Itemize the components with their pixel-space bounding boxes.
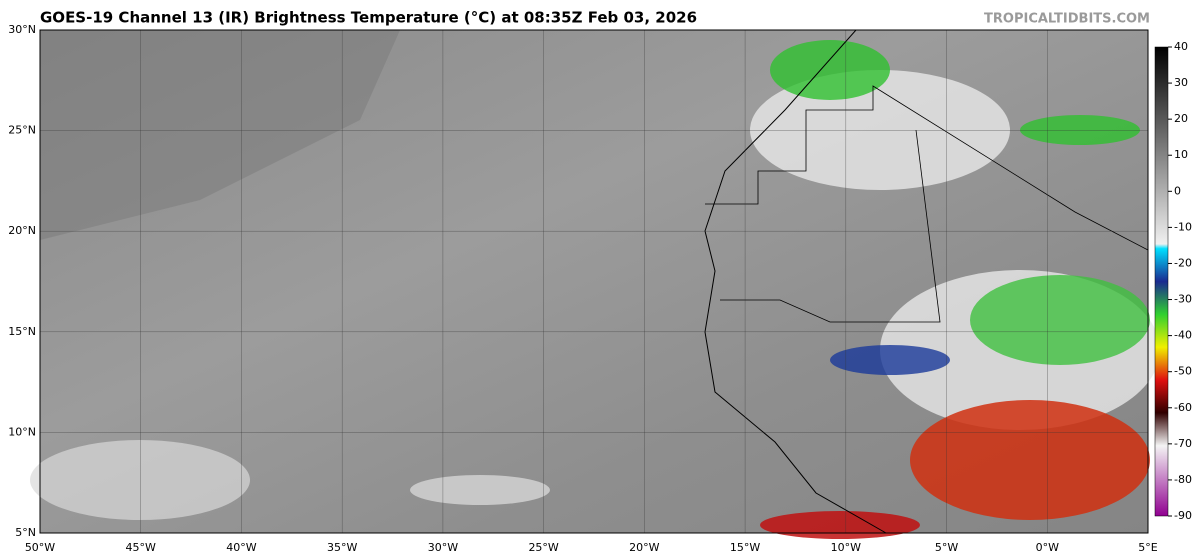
colorbar-label: -30 (1174, 293, 1192, 306)
lat-label: 25°N (8, 124, 36, 137)
lon-label: 5°W (935, 541, 958, 554)
colorbar-label: 10 (1174, 148, 1188, 161)
colorbar (1154, 46, 1169, 517)
lon-label: 35°W (327, 541, 357, 554)
cloud (910, 400, 1150, 520)
cloud (1020, 115, 1140, 145)
lat-label: 30°N (8, 23, 36, 36)
cloud (410, 475, 550, 505)
lon-label: 25°W (528, 541, 558, 554)
border (705, 85, 1149, 251)
colorbar-label: -80 (1174, 473, 1192, 486)
lat-label: 20°N (8, 224, 36, 237)
map (30, 29, 1160, 539)
cloud (760, 511, 920, 539)
colorbar-label: 30 (1174, 76, 1188, 89)
lon-label: 40°W (226, 541, 256, 554)
colorbar-label: -20 (1174, 256, 1192, 269)
credit: TROPICALTIDBITS.COM (984, 12, 1150, 27)
cloud (40, 30, 400, 240)
lat-label: 5°N (15, 526, 36, 539)
border (720, 129, 941, 323)
lon-label: 5°E (1138, 541, 1157, 554)
colorbar-label: -40 (1174, 329, 1192, 342)
cloud (750, 70, 1010, 190)
lon-label: 20°W (629, 541, 659, 554)
lon-label: 30°W (428, 541, 458, 554)
cloud (970, 275, 1150, 365)
lon-label: 15°W (730, 541, 760, 554)
lon-label: 0°W (1036, 541, 1059, 554)
lon-label: 50°W (25, 541, 55, 554)
colorbar-label: 40 (1174, 40, 1188, 53)
colorbar-label: -90 (1174, 509, 1192, 522)
lon-label: 10°W (831, 541, 861, 554)
coastline (704, 29, 887, 534)
colorbar-label: -60 (1174, 401, 1192, 414)
colorbar-label: 20 (1174, 112, 1188, 125)
lat-label: 15°N (8, 325, 36, 338)
lon-label: 45°W (126, 541, 156, 554)
title: GOES-19 Channel 13 (IR) Brightness Tempe… (40, 9, 697, 27)
colorbar-label: -50 (1174, 365, 1192, 378)
colorbar-label: -70 (1174, 437, 1192, 450)
cloud (770, 40, 890, 100)
lat-label: 10°N (8, 425, 36, 438)
cloud (30, 440, 250, 520)
colorbar-label: -10 (1174, 220, 1192, 233)
map-frame (39, 29, 1149, 534)
colorbar-label: 0 (1174, 184, 1181, 197)
cloud (830, 345, 950, 375)
